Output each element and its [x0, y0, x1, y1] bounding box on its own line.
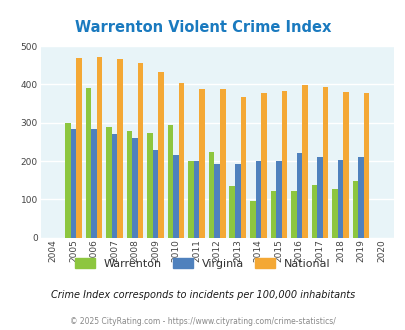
Bar	[311, 185, 316, 238]
Bar	[331, 189, 337, 238]
Bar	[85, 87, 91, 238]
Bar	[194, 161, 199, 238]
Bar	[357, 157, 363, 238]
Bar	[188, 161, 194, 238]
Text: © 2025 CityRating.com - https://www.cityrating.com/crime-statistics/: © 2025 CityRating.com - https://www.city…	[70, 317, 335, 326]
Bar	[275, 161, 281, 238]
Bar	[296, 153, 301, 238]
Bar	[117, 59, 123, 238]
Bar	[91, 129, 96, 238]
Bar	[229, 186, 234, 238]
Bar	[234, 164, 240, 238]
Bar	[167, 125, 173, 238]
Bar	[138, 63, 143, 238]
Bar	[179, 82, 184, 238]
Bar	[96, 56, 102, 238]
Bar	[76, 58, 81, 238]
Bar	[126, 131, 132, 238]
Bar	[199, 89, 205, 238]
Bar	[173, 155, 179, 238]
Bar	[322, 87, 327, 238]
Bar	[209, 152, 214, 238]
Bar	[132, 138, 138, 238]
Bar	[152, 150, 158, 238]
Bar	[70, 129, 76, 238]
Bar	[214, 164, 220, 238]
Bar	[158, 72, 164, 238]
Bar	[316, 157, 322, 238]
Bar	[281, 91, 286, 238]
Bar	[111, 134, 117, 238]
Text: Crime Index corresponds to incidents per 100,000 inhabitants: Crime Index corresponds to incidents per…	[51, 290, 354, 300]
Bar	[240, 97, 245, 238]
Bar	[337, 160, 342, 238]
Bar	[147, 133, 152, 238]
Bar	[260, 93, 266, 238]
Text: Warrenton Violent Crime Index: Warrenton Violent Crime Index	[75, 20, 330, 35]
Bar	[106, 127, 111, 238]
Bar	[301, 85, 307, 238]
Bar	[270, 190, 275, 238]
Bar	[249, 201, 255, 238]
Bar	[342, 92, 348, 238]
Bar	[255, 161, 260, 238]
Bar	[363, 92, 369, 238]
Bar	[65, 123, 70, 238]
Legend: Warrenton, Virginia, National: Warrenton, Virginia, National	[70, 253, 335, 273]
Bar	[220, 89, 225, 238]
Bar	[352, 181, 357, 238]
Bar	[290, 190, 296, 238]
